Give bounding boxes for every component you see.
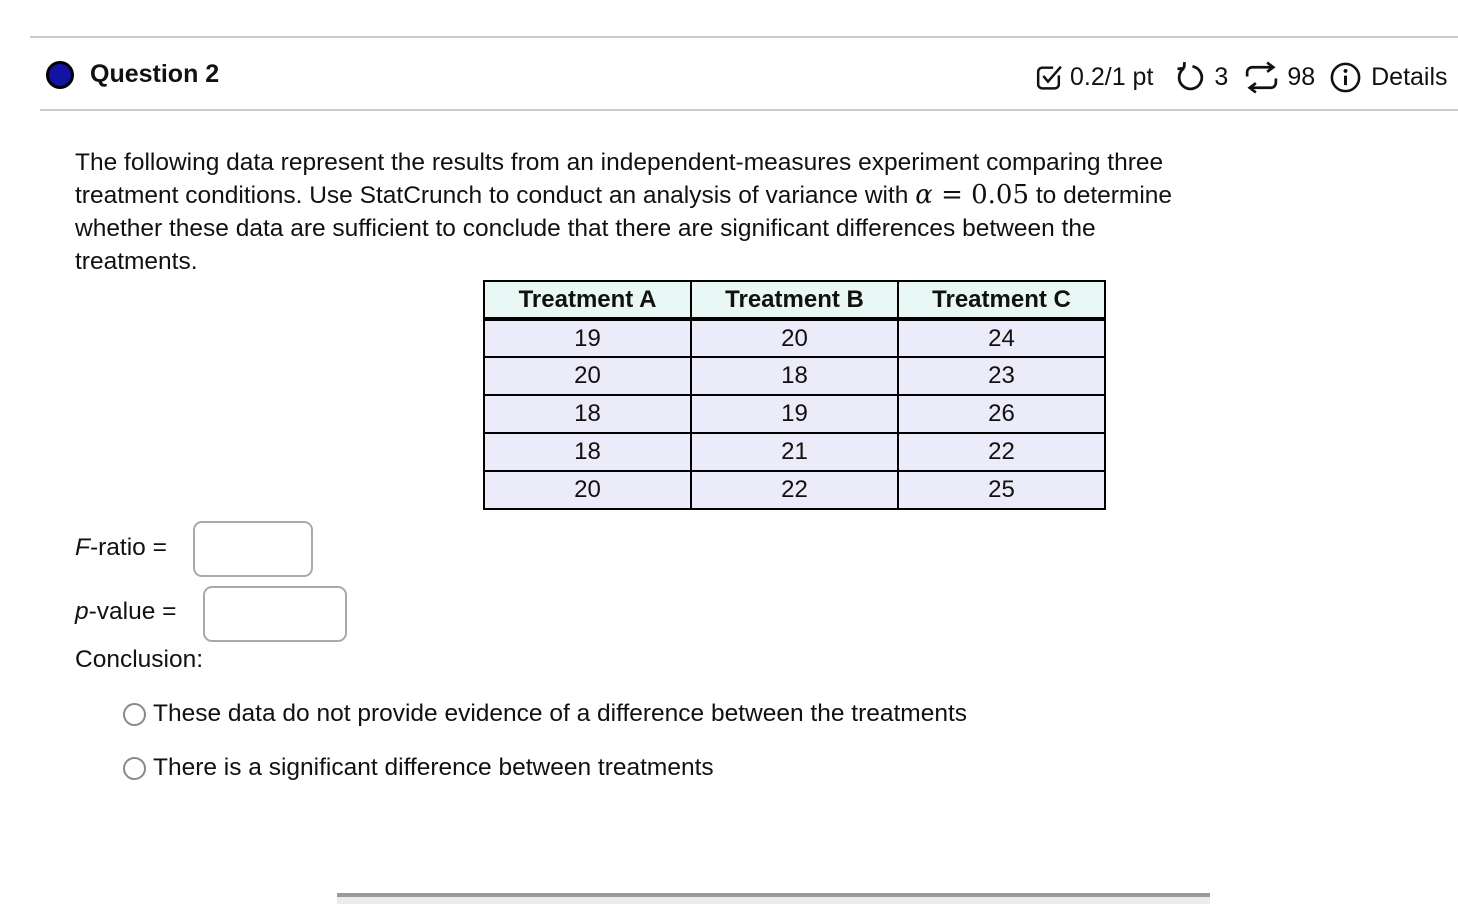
info-icon[interactable] xyxy=(1329,61,1362,94)
table-cell: 18 xyxy=(483,432,692,472)
column-header: Treatment C xyxy=(897,280,1106,321)
table-cell: 19 xyxy=(483,318,692,358)
f-ratio-label: F-ratio = xyxy=(75,534,167,561)
prompt-line: treatment conditions. Use StatCrunch to … xyxy=(75,180,1173,210)
details-link[interactable]: Details xyxy=(1371,62,1448,91)
table-cell: 19 xyxy=(690,394,899,434)
table-cell: 26 xyxy=(897,394,1106,434)
math-alpha-expression: α = 0.05 xyxy=(915,180,1030,210)
radio-button-icon[interactable] xyxy=(123,756,146,780)
table-cell: 18 xyxy=(483,394,692,434)
treatment-data-table: Treatment A Treatment B Treatment C 19 2… xyxy=(483,280,1106,510)
table-cell: 21 xyxy=(690,432,899,472)
score-text: 0.2/1 pt xyxy=(1070,62,1154,91)
table-cell: 20 xyxy=(690,318,899,358)
p-value-label: p-value = xyxy=(75,598,177,625)
question-title: Question 2 xyxy=(90,60,220,88)
score-toolbar: 0.2/1 pt 3 98 Details xyxy=(1033,56,1448,98)
conclusion-label: Conclusion: xyxy=(75,646,204,673)
table-row: 20 18 23 xyxy=(483,356,1106,396)
table-cell: 24 xyxy=(897,318,1106,358)
table-cell: 18 xyxy=(690,356,899,396)
top-divider xyxy=(30,36,1458,38)
table-cell: 22 xyxy=(897,432,1106,472)
question-prompt: The following data represent the results… xyxy=(75,146,1435,278)
question-status-icon xyxy=(46,61,74,89)
prompt-line: The following data represent the results… xyxy=(75,149,1164,176)
table-header-row: Treatment A Treatment B Treatment C xyxy=(483,280,1106,321)
table-cell: 20 xyxy=(483,470,692,510)
regenerate-icon xyxy=(1173,60,1208,95)
radio-option-label[interactable]: These data do not provide evidence of a … xyxy=(153,700,968,727)
score-checkbox-icon xyxy=(1033,62,1064,93)
attempt-count: 98 xyxy=(1287,62,1316,91)
radio-option-label[interactable]: There is a significant difference betwee… xyxy=(153,754,714,781)
table-cell: 20 xyxy=(483,356,692,396)
prompt-line: treatments. xyxy=(75,248,198,275)
next-section-divider xyxy=(337,893,1210,904)
prompt-line: whether these data are sufficient to con… xyxy=(75,215,1096,242)
conclusion-option-no-difference[interactable]: These data do not provide evidence of a … xyxy=(123,700,967,728)
regen-count: 3 xyxy=(1214,62,1229,91)
table-row: 20 22 25 xyxy=(483,470,1106,510)
table-cell: 25 xyxy=(897,470,1106,510)
table-row: 18 21 22 xyxy=(483,432,1106,472)
column-header: Treatment A xyxy=(483,280,692,321)
conclusion-option-significant-difference[interactable]: There is a significant difference betwee… xyxy=(123,754,714,782)
header-divider xyxy=(40,109,1458,111)
table-row: 18 19 26 xyxy=(483,394,1106,434)
attempts-cycle-icon xyxy=(1242,61,1281,94)
f-ratio-input[interactable] xyxy=(193,521,313,577)
table-cell: 22 xyxy=(690,470,899,510)
p-value-input[interactable] xyxy=(203,586,347,642)
table-row: 19 20 24 xyxy=(483,318,1106,358)
column-header: Treatment B xyxy=(690,280,899,321)
radio-button-icon[interactable] xyxy=(123,702,146,726)
table-cell: 23 xyxy=(897,356,1106,396)
